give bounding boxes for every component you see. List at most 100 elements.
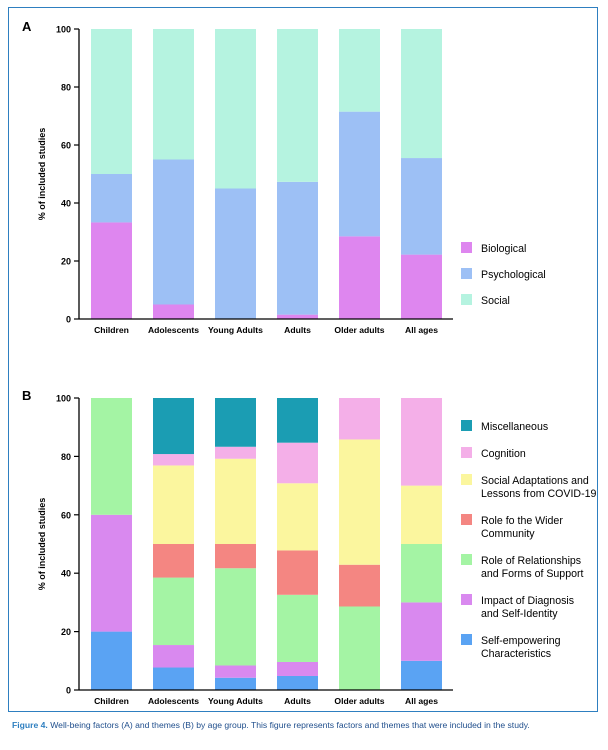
panel-b-legend-label-4: Social Adaptations and Lessons from COVID… — [481, 475, 597, 500]
panel-a-legend-swatch-2 — [461, 294, 472, 305]
panel-b-bar-3-segment-6 — [277, 398, 318, 443]
panel-a-bar-1-segment-2 — [153, 29, 194, 160]
panel-b-y-tick-label: 80 — [61, 452, 71, 462]
panel-b-bar-4-segment-4 — [339, 439, 380, 565]
caption-text: Well-being factors (A) and themes (B) by… — [50, 720, 530, 730]
panel-b-legend-label-3: Role fo the Wider Community — [481, 515, 563, 540]
panel-b-legend-label-5: Cognition — [481, 448, 526, 460]
panel-b-bar-2-segment-2 — [215, 568, 256, 666]
panel-b-bar-1-segment-1 — [153, 645, 194, 668]
panel-b-bar-3-segment-4 — [277, 483, 318, 551]
panel-b-bar-4-segment-5 — [339, 398, 380, 440]
panel-b-bar-1-segment-2 — [153, 577, 194, 646]
panel-b-bar-3-segment-0 — [277, 675, 318, 690]
panel-a-bar-5-segment-2 — [401, 29, 442, 159]
panel-a-bar-3-segment-1 — [277, 181, 318, 315]
panel-a-y-tick-label: 20 — [61, 257, 71, 267]
panel-a-x-tick-label: Older adults — [334, 325, 384, 335]
panel-b-bar-2-segment-4 — [215, 458, 256, 544]
panel-b-bar-1-segment-4 — [153, 465, 194, 544]
panel-b-bar-5-segment-0 — [401, 660, 442, 690]
panel-b-x-tick-label: Older adults — [334, 696, 384, 706]
panel-b-bar-0-segment-0 — [91, 631, 132, 690]
panel-a-y-tick-label: 0 — [66, 315, 71, 325]
panel-b-legend-label-6: Miscellaneous — [481, 421, 548, 433]
panel-b-legend-swatch-6 — [461, 420, 472, 431]
panel-b-y-tick-label: 60 — [61, 510, 71, 520]
panel-b-legend-label-2: Role of Relationships and Forms of Suppor… — [481, 555, 584, 580]
panel-b-bar-3-segment-5 — [277, 442, 318, 484]
panel-b-x-tick-label: All ages — [405, 696, 438, 706]
panel-a-bar-4-segment-0 — [339, 236, 380, 319]
panel-b-bar-1-segment-5 — [153, 454, 194, 466]
panel-a-bar-5-segment-0 — [401, 254, 442, 319]
panel-a-bar-2-segment-1 — [215, 188, 256, 319]
panel-b-bar-2-segment-0 — [215, 677, 256, 690]
panel-a-y-tick-label: 60 — [61, 141, 71, 151]
panel-b-legend-swatch-2 — [461, 554, 472, 565]
panel-a-bar-3-segment-2 — [277, 29, 318, 182]
caption-label: Figure 4. — [12, 720, 48, 730]
panel-a-y-tick-label: 80 — [61, 83, 71, 93]
panel-b-legend-label-1: Impact of Diagnosis and Self-Identity — [481, 595, 574, 620]
panel-b-bar-2-segment-5 — [215, 446, 256, 459]
panel-b-x-tick-label: Children — [94, 696, 129, 706]
panel-b-bar-0-segment-2 — [91, 398, 132, 515]
panel-a-x-tick-label: Adults — [284, 325, 311, 335]
panel-a-y-tick-label: 40 — [61, 199, 71, 209]
panel-b-legend-swatch-1 — [461, 594, 472, 605]
panel-a-legend-label-2: Social — [481, 295, 510, 307]
panel-b-y-axis-title: % of included studies — [37, 498, 47, 591]
panel-a-bar-0-segment-0 — [91, 222, 132, 319]
panel-b-bar-5-segment-5 — [401, 398, 442, 486]
panel-a-x-tick-label: Children — [94, 325, 129, 335]
panel-b-bar-5-segment-1 — [401, 602, 442, 661]
figure-canvas: A % of included studies 0 20 40 60 80 100 Childr… — [22, 19, 597, 706]
panel-a-x-tick-label: Adolescents — [148, 325, 199, 335]
panel-a-bar-3-segment-0 — [277, 314, 318, 319]
panel-a-y-axis-title: % of included studies — [37, 128, 47, 221]
panel-b-bar-4-segment-2 — [339, 606, 380, 690]
panel-a-label: A — [22, 19, 32, 34]
panel-b-bar-5-segment-2 — [401, 544, 442, 603]
panel-b-legend-swatch-0 — [461, 634, 472, 645]
panel-b-bar-3-segment-2 — [277, 594, 318, 662]
panel-a-bar-1-segment-1 — [153, 159, 194, 305]
panel-a-bar-0-segment-2 — [91, 29, 132, 174]
panel-b-bar-1-segment-3 — [153, 544, 194, 578]
panel-a-bar-0-segment-1 — [91, 174, 132, 223]
panel-b-bar-0-segment-1 — [91, 514, 132, 632]
panel-b-y-tick-label: 100 — [56, 394, 71, 404]
figure-caption: Figure 4. Well-being factors (A) and the… — [12, 720, 602, 730]
panel-b-bar-2-segment-3 — [215, 544, 256, 569]
panel-b-x-tick-label: Young Adults — [208, 696, 263, 706]
panel-a-legend-swatch-0 — [461, 242, 472, 253]
panel-a-bar-4-segment-2 — [339, 29, 380, 112]
panel-a-x-tick-label: All ages — [405, 325, 438, 335]
panel-b-bar-1-segment-6 — [153, 398, 194, 455]
panel-b-label: B — [22, 388, 31, 403]
panel-b-bar-2-segment-1 — [215, 665, 256, 678]
panel-b-x-tick-label: Adolescents — [148, 696, 199, 706]
panel-a-y-tick-label: 100 — [56, 25, 71, 35]
panel-b-bar-3-segment-1 — [277, 661, 318, 676]
panel-b-x-tick-label: Adults — [284, 696, 311, 706]
panel-a-legend-label-0: Biological — [481, 243, 526, 255]
figure-frame: A % of included studies 0 20 40 60 80 100 Childr… — [8, 7, 598, 712]
panel-a-bar-4-segment-1 — [339, 111, 380, 237]
panel-b-bar-4-segment-3 — [339, 564, 380, 607]
panel-b-y-tick-label: 0 — [66, 686, 71, 696]
panel-a-legend-label-1: Psychological — [481, 269, 546, 281]
panel-a-x-tick-label: Young Adults — [208, 325, 263, 335]
panel-a-legend-swatch-1 — [461, 268, 472, 279]
panel-a-bar-1-segment-0 — [153, 304, 194, 319]
panel-b-bar-1-segment-0 — [153, 667, 194, 690]
panel-b-legend-swatch-3 — [461, 514, 472, 525]
panel-b-legend-swatch-4 — [461, 474, 472, 485]
panel-b-legend-label-0: Self-empowering Characteristics — [481, 635, 561, 660]
panel-b-legend-swatch-5 — [461, 447, 472, 458]
panel-b-bar-3-segment-3 — [277, 550, 318, 595]
panel-b-bar-5-segment-4 — [401, 485, 442, 544]
panel-b-y-tick-label: 20 — [61, 627, 71, 637]
panel-b-y-tick-label: 40 — [61, 569, 71, 579]
